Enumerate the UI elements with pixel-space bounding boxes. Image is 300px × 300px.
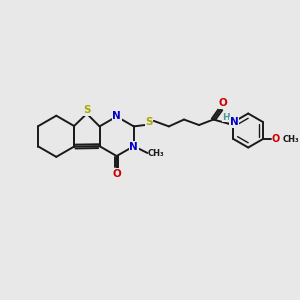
Text: CH₃: CH₃ — [148, 148, 165, 158]
Text: N: N — [230, 117, 239, 127]
Text: H: H — [222, 113, 230, 122]
Text: S: S — [83, 105, 91, 115]
Text: O: O — [112, 169, 121, 179]
Text: O: O — [219, 98, 228, 108]
Text: N: N — [112, 111, 121, 121]
Text: S: S — [146, 117, 153, 127]
Text: N: N — [129, 142, 138, 152]
Text: CH₃: CH₃ — [282, 134, 299, 143]
Text: O: O — [272, 134, 280, 144]
